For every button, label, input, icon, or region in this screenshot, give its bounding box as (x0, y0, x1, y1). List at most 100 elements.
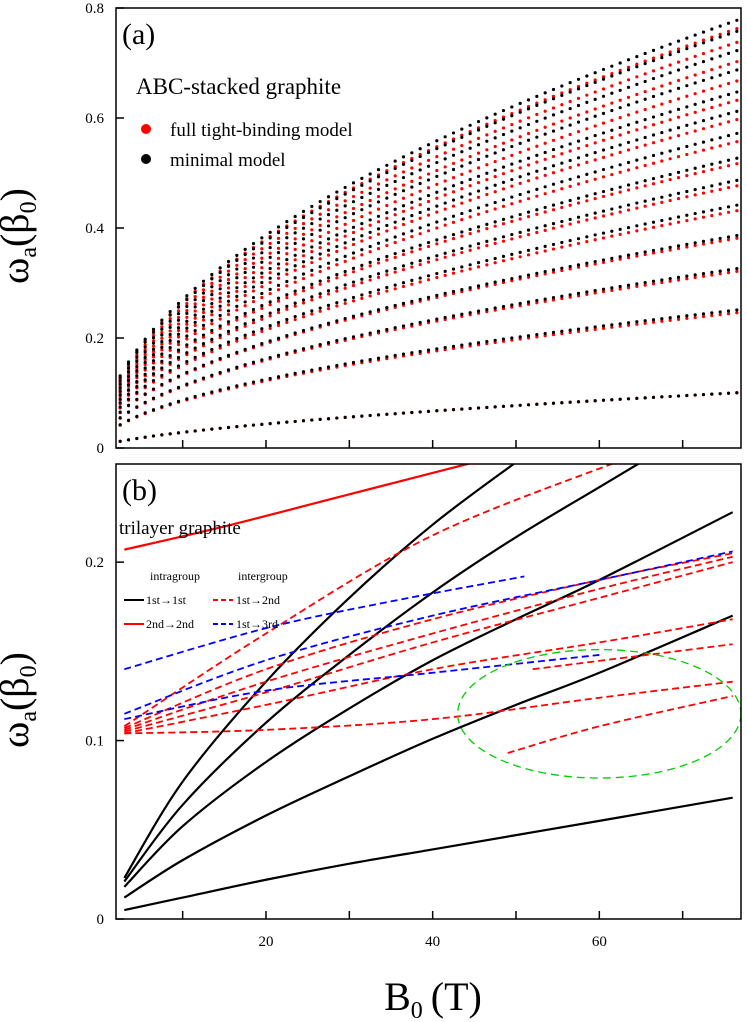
data-point (168, 323, 172, 327)
data-point (518, 403, 522, 407)
data-point (651, 123, 656, 127)
data-point (501, 117, 506, 121)
data-point (635, 201, 639, 205)
data-point (510, 237, 514, 241)
data-point (326, 266, 331, 270)
data-point (693, 102, 697, 106)
data-point (701, 38, 706, 42)
data-point (601, 67, 606, 72)
data-point (551, 242, 556, 247)
data-point (285, 279, 289, 284)
data-point (726, 205, 731, 209)
data-point (235, 304, 239, 308)
data-point (543, 205, 547, 210)
data-point (126, 392, 131, 396)
data-point (335, 276, 339, 280)
data-point (676, 317, 681, 321)
data-point (418, 276, 422, 280)
data-point (426, 193, 431, 198)
data-point (485, 209, 489, 214)
data-point (243, 281, 247, 285)
data-point (601, 75, 606, 79)
data-point (560, 152, 564, 156)
data-point (443, 251, 447, 255)
data-point (451, 344, 456, 348)
data-point (560, 329, 564, 333)
data-point (635, 186, 639, 190)
data-point (718, 84, 722, 88)
data-point (476, 341, 481, 345)
data-point (651, 182, 656, 186)
data-point (285, 307, 289, 311)
data-point (376, 175, 381, 179)
data-point (610, 118, 614, 122)
data-point (560, 266, 564, 270)
data-point (651, 220, 656, 224)
data-point (443, 269, 447, 273)
data-point (693, 110, 697, 114)
data-point (410, 322, 414, 326)
data-point (126, 388, 131, 392)
data-point (668, 394, 672, 399)
data-point (635, 100, 639, 104)
data-point (576, 156, 581, 160)
data-point (243, 333, 247, 337)
data-point (201, 351, 206, 355)
data-point (351, 188, 356, 192)
data-point (226, 329, 231, 333)
data-point (718, 272, 722, 276)
data-point (418, 168, 422, 172)
data-point (193, 429, 197, 433)
data-point (210, 360, 214, 364)
data-point (343, 246, 347, 250)
data-point (518, 255, 522, 259)
data-point (460, 164, 464, 168)
data-point (201, 392, 206, 396)
data-point (685, 131, 689, 135)
data-point (560, 331, 564, 336)
data-point (393, 226, 397, 230)
data-point (126, 418, 131, 422)
data-point (610, 101, 614, 105)
data-point (593, 233, 597, 237)
data-point (618, 324, 622, 328)
data-point (476, 309, 481, 313)
data-point (468, 192, 472, 196)
data-point (276, 336, 281, 340)
data-point (360, 359, 364, 363)
data-point (610, 187, 614, 191)
data-point (685, 245, 689, 249)
data-point (643, 97, 647, 101)
data-point (376, 187, 381, 191)
series-line-1st-to-2nd (123, 552, 733, 729)
data-point (376, 200, 381, 204)
data-point (335, 319, 339, 323)
data-point (360, 208, 364, 212)
data-point (668, 52, 672, 57)
data-point (176, 312, 181, 316)
data-point (435, 147, 439, 151)
data-point (735, 162, 739, 166)
data-point (735, 109, 739, 113)
data-point (326, 289, 331, 293)
data-point (301, 298, 306, 302)
data-point (318, 343, 322, 347)
data-point (676, 115, 681, 119)
data-point (293, 231, 297, 235)
data-point (610, 74, 614, 78)
data-point (268, 287, 272, 291)
data-point (385, 254, 389, 259)
data-point (260, 251, 264, 255)
data-point (193, 305, 197, 309)
data-point (335, 363, 339, 368)
data-point (626, 208, 631, 212)
data-point (185, 351, 189, 355)
data-point (176, 431, 181, 435)
data-point (643, 283, 647, 287)
data-point (360, 277, 364, 281)
data-point (610, 145, 614, 150)
data-point (443, 408, 447, 412)
data-point (201, 323, 206, 327)
data-point (510, 202, 514, 206)
data-point (235, 294, 239, 298)
